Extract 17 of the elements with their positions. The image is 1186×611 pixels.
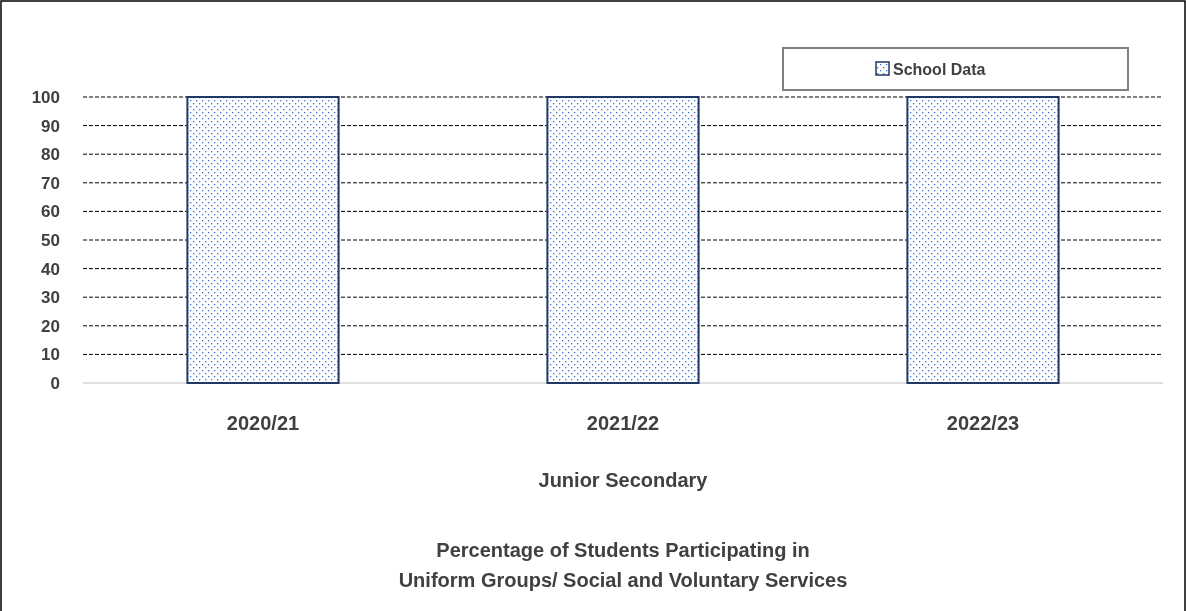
y-tick-label: 60 — [41, 202, 60, 222]
y-tick-label: 30 — [41, 288, 60, 308]
y-tick-label: 80 — [41, 145, 60, 165]
x-tick-label: 2022/23 — [946, 412, 1020, 434]
y-tick-label: 50 — [41, 230, 60, 250]
y-tick-label: 0 — [50, 373, 60, 393]
legend-label: School Data — [893, 60, 986, 78]
y-tick-label: 20 — [41, 316, 60, 336]
y-tick-label: 100 — [31, 87, 60, 107]
y-tick-label: 70 — [41, 173, 60, 193]
x-tick-label: 2021/22 — [586, 412, 660, 434]
x-tick-label: 2020/21 — [226, 412, 300, 434]
x-axis-title: Junior Secondary — [538, 469, 709, 491]
text: Percentage of Students Participating in Uniform Groups/ Social and Voluntary Services — [398, 539, 848, 591]
y-tick-label: 40 — [41, 259, 60, 279]
y-tick-label: 90 — [41, 116, 60, 136]
y-tick-label: 10 — [41, 345, 60, 365]
